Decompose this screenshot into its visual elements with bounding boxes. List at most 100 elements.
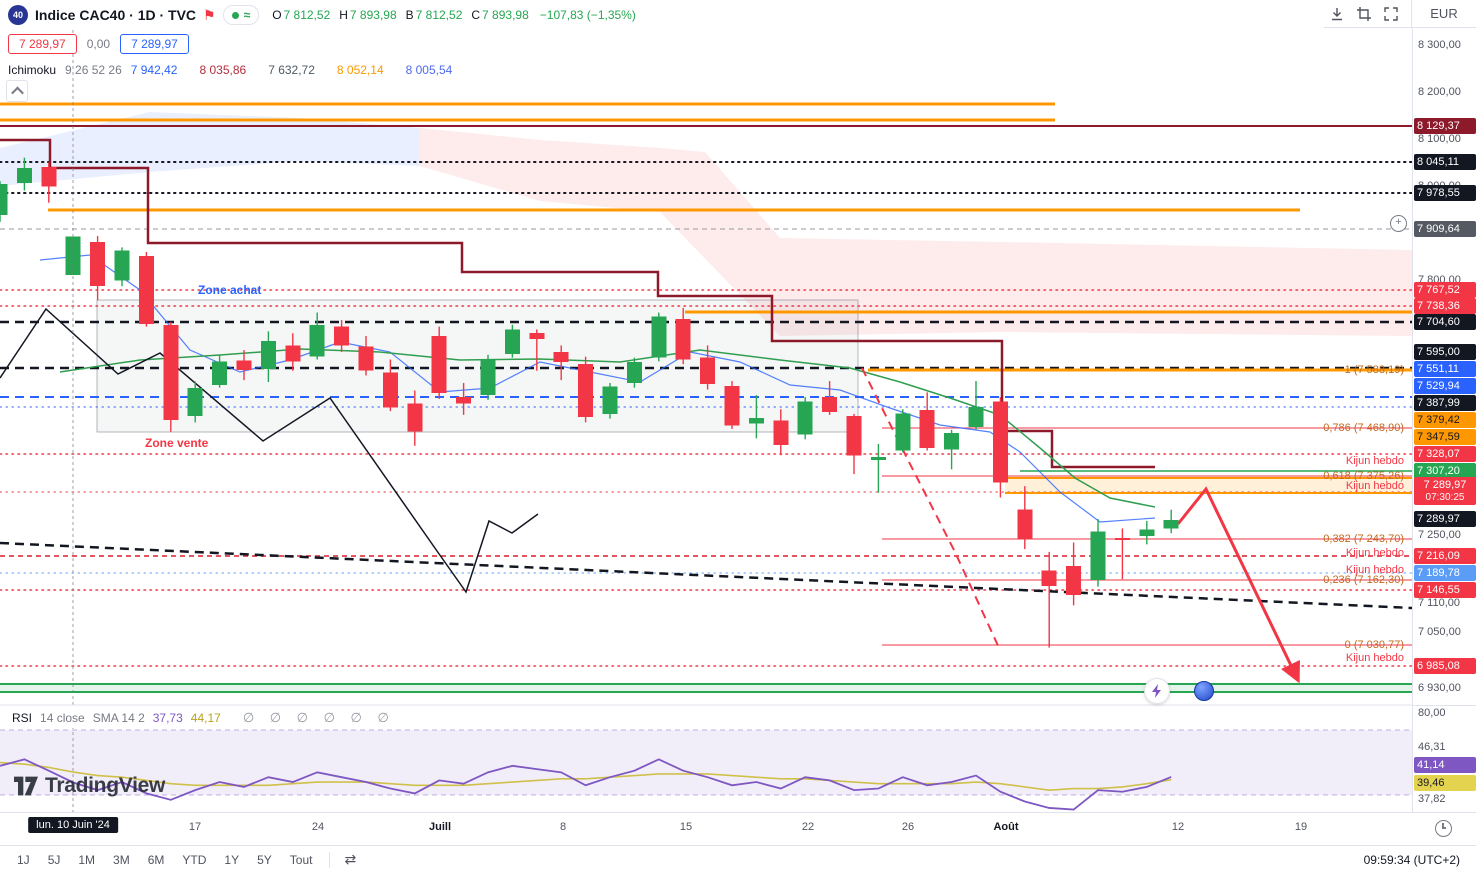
price-label: 7 387,99 <box>1414 395 1476 411</box>
candle <box>602 386 618 414</box>
price-label: 7 551,11 <box>1414 361 1476 377</box>
price-label: 7 379,42 <box>1414 412 1476 428</box>
range-button-1y[interactable]: 1Y <box>224 852 240 867</box>
fullscreen-icon[interactable] <box>1382 5 1400 23</box>
approx-data-icon: ≈ <box>243 8 251 22</box>
time-tick: 17 <box>188 821 202 833</box>
lightning-icon[interactable] <box>1144 678 1170 704</box>
price-label: 41,14 <box>1414 757 1476 773</box>
range-button-ytd[interactable]: YTD <box>182 852 207 867</box>
ichimoku-value: 8 052,14 <box>336 63 384 77</box>
price-label: 7 767,52 <box>1414 282 1476 298</box>
range-button-tout[interactable]: Tout <box>289 852 313 867</box>
tradingview-logo[interactable]: TradingView <box>14 774 165 798</box>
time-tick: 22 <box>801 821 815 833</box>
range-button-3m[interactable]: 3M <box>113 852 130 867</box>
marker-orb-icon[interactable] <box>1194 681 1214 701</box>
sell-price-button[interactable]: 7 289,97 <box>8 34 77 54</box>
range-button-5y[interactable]: 5Y <box>257 852 272 867</box>
chevron-up-icon <box>10 86 24 99</box>
range-button-6m[interactable]: 6M <box>147 852 165 867</box>
rsi-name: RSI <box>12 711 33 725</box>
symbol-title[interactable]: Indice CAC40 · 1D · TVC <box>35 7 197 23</box>
buy-price-button[interactable]: 7 289,97 <box>120 34 189 54</box>
axis-tick: 7 110,00 <box>1418 597 1461 609</box>
currency-selector[interactable]: EUR <box>1411 0 1476 27</box>
trading-range-box[interactable] <box>96 299 859 433</box>
rsi-legend[interactable]: RSI 14 close SMA 14 2 37,73 44,17 ∅ ∅ ∅ ∅… <box>6 708 401 728</box>
indicator-params: 9 26 52 26 <box>65 63 122 77</box>
candle <box>968 406 984 428</box>
axis-tick: 8 200,00 <box>1418 86 1461 98</box>
range-button-5j[interactable]: 5J <box>47 852 61 867</box>
candle <box>0 183 8 215</box>
crosshair-date-tooltip: lun. 10 Juin '24 <box>28 817 118 833</box>
clock-label[interactable]: 09:59:34 (UTC+2) <box>1363 852 1460 867</box>
support-band-green <box>0 684 1412 692</box>
candle <box>846 415 862 456</box>
time-tick: 19 <box>1294 821 1308 833</box>
candle <box>895 413 911 451</box>
flag-icon[interactable]: ⚑ <box>203 7 216 23</box>
price-label: 6 985,08 <box>1414 658 1476 674</box>
kumo-cloud <box>420 128 780 336</box>
price-chart-canvas[interactable] <box>0 0 1412 812</box>
time-tick: Août <box>993 821 1019 833</box>
price-label: 7 595,00 <box>1414 344 1476 360</box>
axis-tick: 7 050,00 <box>1418 626 1461 638</box>
axis-tick: 7 250,00 <box>1418 529 1461 541</box>
candle <box>797 401 813 435</box>
axis-tick: 8 100,00 <box>1418 133 1461 145</box>
rsi-value: 37,73 <box>152 711 183 725</box>
market-open-dot-icon <box>231 11 239 19</box>
change-value: −107,83 (−1,35%) <box>539 8 636 22</box>
spread-value: 0,00 <box>86 37 111 51</box>
rsi-params: 14 close <box>40 711 85 725</box>
decline-dashed-red <box>861 367 1001 651</box>
candle <box>285 345 301 362</box>
download-icon[interactable] <box>1328 5 1346 23</box>
ichimoku-value: 8 035,86 <box>199 63 247 77</box>
price-axis[interactable]: 8 300,008 200,008 100,008 000,007 800,00… <box>1412 0 1476 812</box>
candle <box>553 351 569 362</box>
screenshot-icon[interactable] <box>1355 5 1373 23</box>
trendline-dashed <box>0 541 1412 610</box>
price-label: 7 216,09 <box>1414 548 1476 564</box>
price-label: 8 129,37 <box>1414 118 1476 134</box>
indicator-name[interactable]: Ichimoku <box>8 63 57 77</box>
axis-tick: 8 300,00 <box>1418 39 1461 51</box>
collapse-legend-button[interactable] <box>6 80 28 102</box>
price-label: 39,46 <box>1414 775 1476 791</box>
timezone-clock-icon[interactable] <box>1435 820 1452 837</box>
candle <box>1041 570 1057 587</box>
price-label: 7 146,55 <box>1414 582 1476 598</box>
goto-date-icon[interactable]: ⇄ <box>344 851 357 867</box>
price-label: 7 328,07 <box>1414 446 1476 462</box>
range-button-1m[interactable]: 1M <box>78 852 96 867</box>
time-tick: 8 <box>559 821 567 833</box>
candle <box>138 256 154 324</box>
market-status-pill[interactable]: ≈ <box>222 5 260 25</box>
price-label: 7 704,60 <box>1414 314 1476 330</box>
candle <box>675 319 691 360</box>
price-label: 7 738,36 <box>1414 298 1476 314</box>
candle <box>236 360 252 370</box>
kijun-line <box>0 138 1155 469</box>
ichimoku-value: 7 942,42 <box>130 63 178 77</box>
candle <box>431 336 447 393</box>
axis-tick: 80,00 <box>1418 707 1446 719</box>
ichimoku-value: 8 005,54 <box>405 63 453 77</box>
candle <box>358 346 374 371</box>
symbol-logo[interactable]: 40 <box>8 5 28 25</box>
topright-controls: EUR <box>1324 0 1476 28</box>
time-axis[interactable]: lun. 10 Juin '24 17 24 Juill 8 15 22 26 Août 12 1… <box>0 812 1476 846</box>
candle <box>1139 529 1155 536</box>
candle <box>212 361 228 385</box>
add-order-plus-icon[interactable]: + <box>1390 215 1407 232</box>
range-button-1j[interactable]: 1J <box>17 852 30 867</box>
